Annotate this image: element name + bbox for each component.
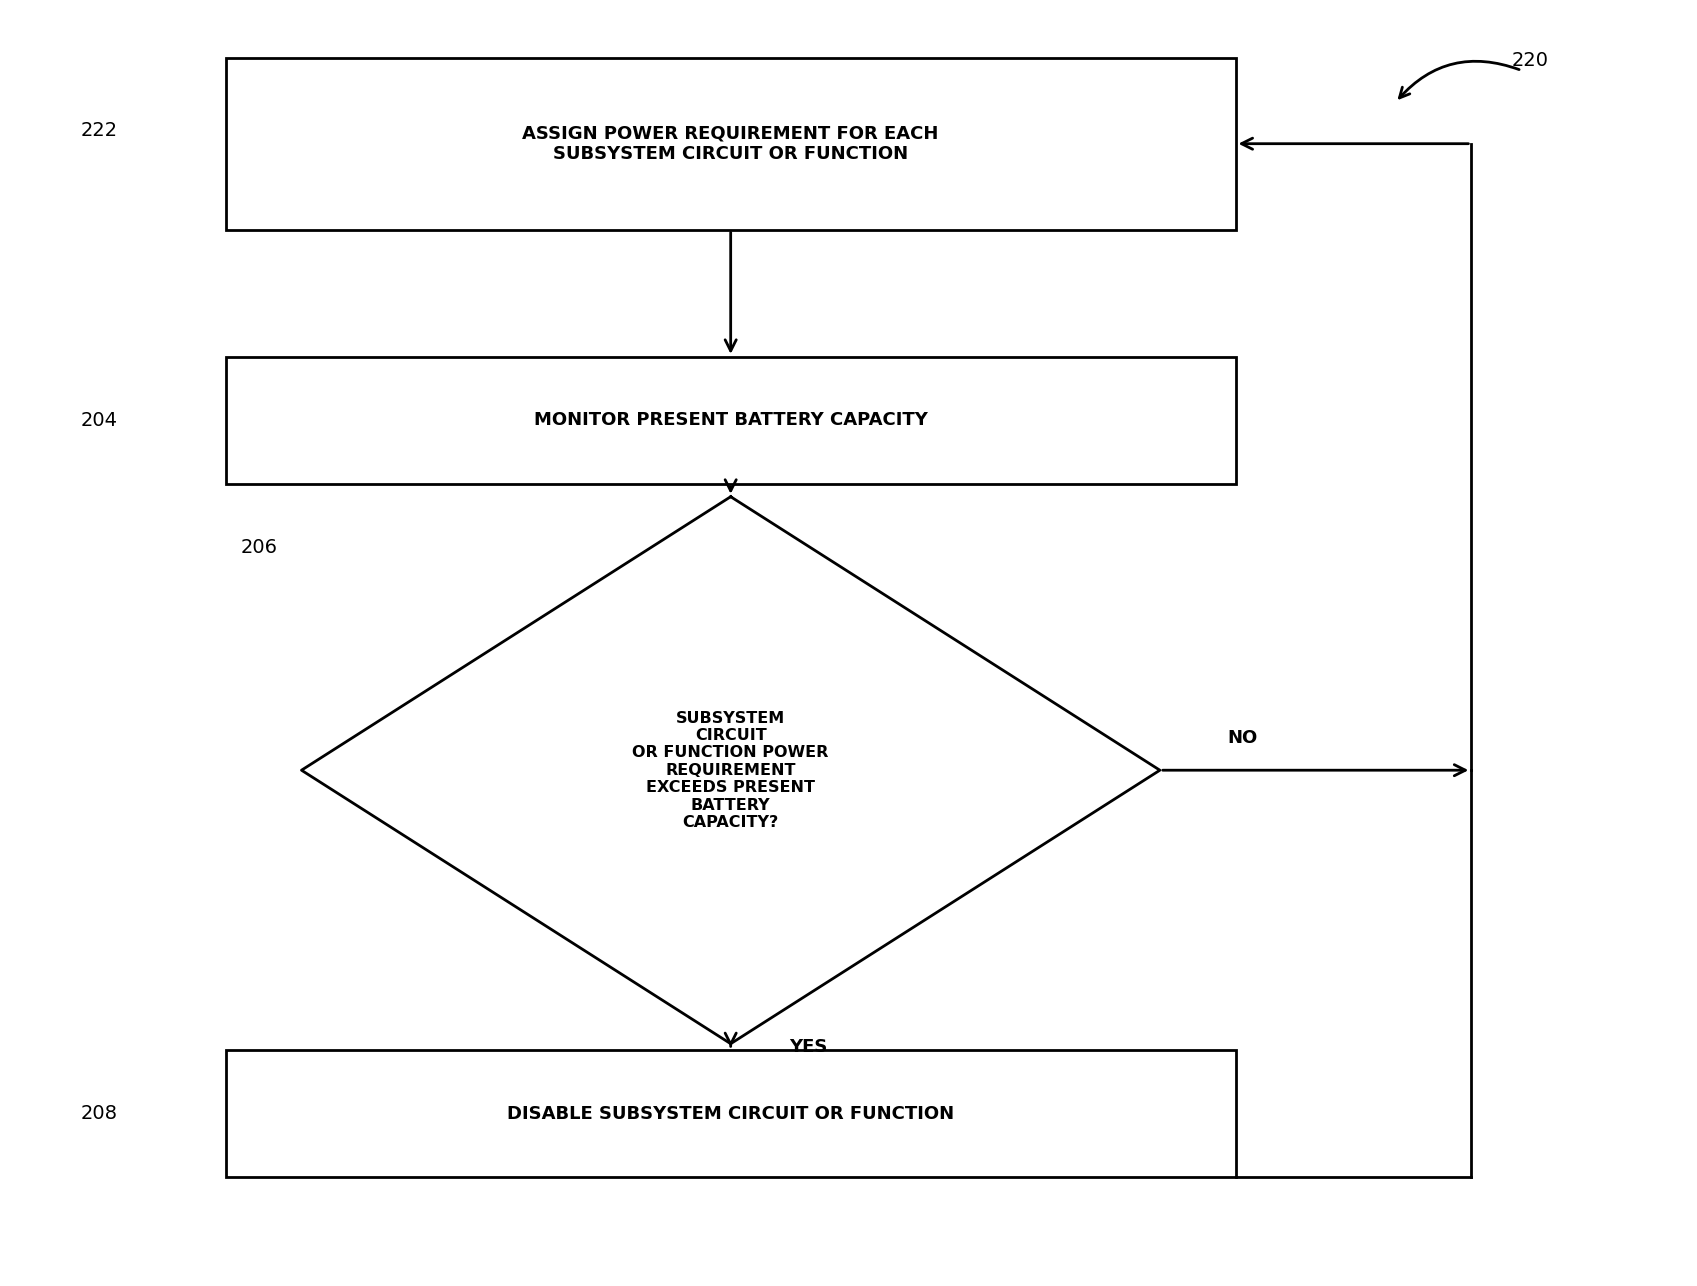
Text: 222: 222 xyxy=(81,121,119,140)
Text: SUBSYSTEM
CIRCUIT
OR FUNCTION POWER
REQUIREMENT
EXCEEDS PRESENT
BATTERY
CAPACITY: SUBSYSTEM CIRCUIT OR FUNCTION POWER REQU… xyxy=(633,710,828,829)
Text: DISABLE SUBSYSTEM CIRCUIT OR FUNCTION: DISABLE SUBSYSTEM CIRCUIT OR FUNCTION xyxy=(507,1105,954,1123)
Text: YES: YES xyxy=(789,1038,828,1056)
Text: 220: 220 xyxy=(1512,51,1549,69)
Text: 206: 206 xyxy=(241,538,278,557)
Text: ASSIGN POWER REQUIREMENT FOR EACH
SUBSYSTEM CIRCUIT OR FUNCTION: ASSIGN POWER REQUIREMENT FOR EACH SUBSYS… xyxy=(523,125,938,163)
Text: MONITOR PRESENT BATTERY CAPACITY: MONITOR PRESENT BATTERY CAPACITY xyxy=(535,412,928,430)
Bar xyxy=(226,1051,1235,1177)
Text: 204: 204 xyxy=(81,412,119,430)
Text: 208: 208 xyxy=(81,1105,119,1123)
Bar xyxy=(226,58,1235,230)
Text: NO: NO xyxy=(1227,729,1257,747)
Bar xyxy=(226,356,1235,484)
